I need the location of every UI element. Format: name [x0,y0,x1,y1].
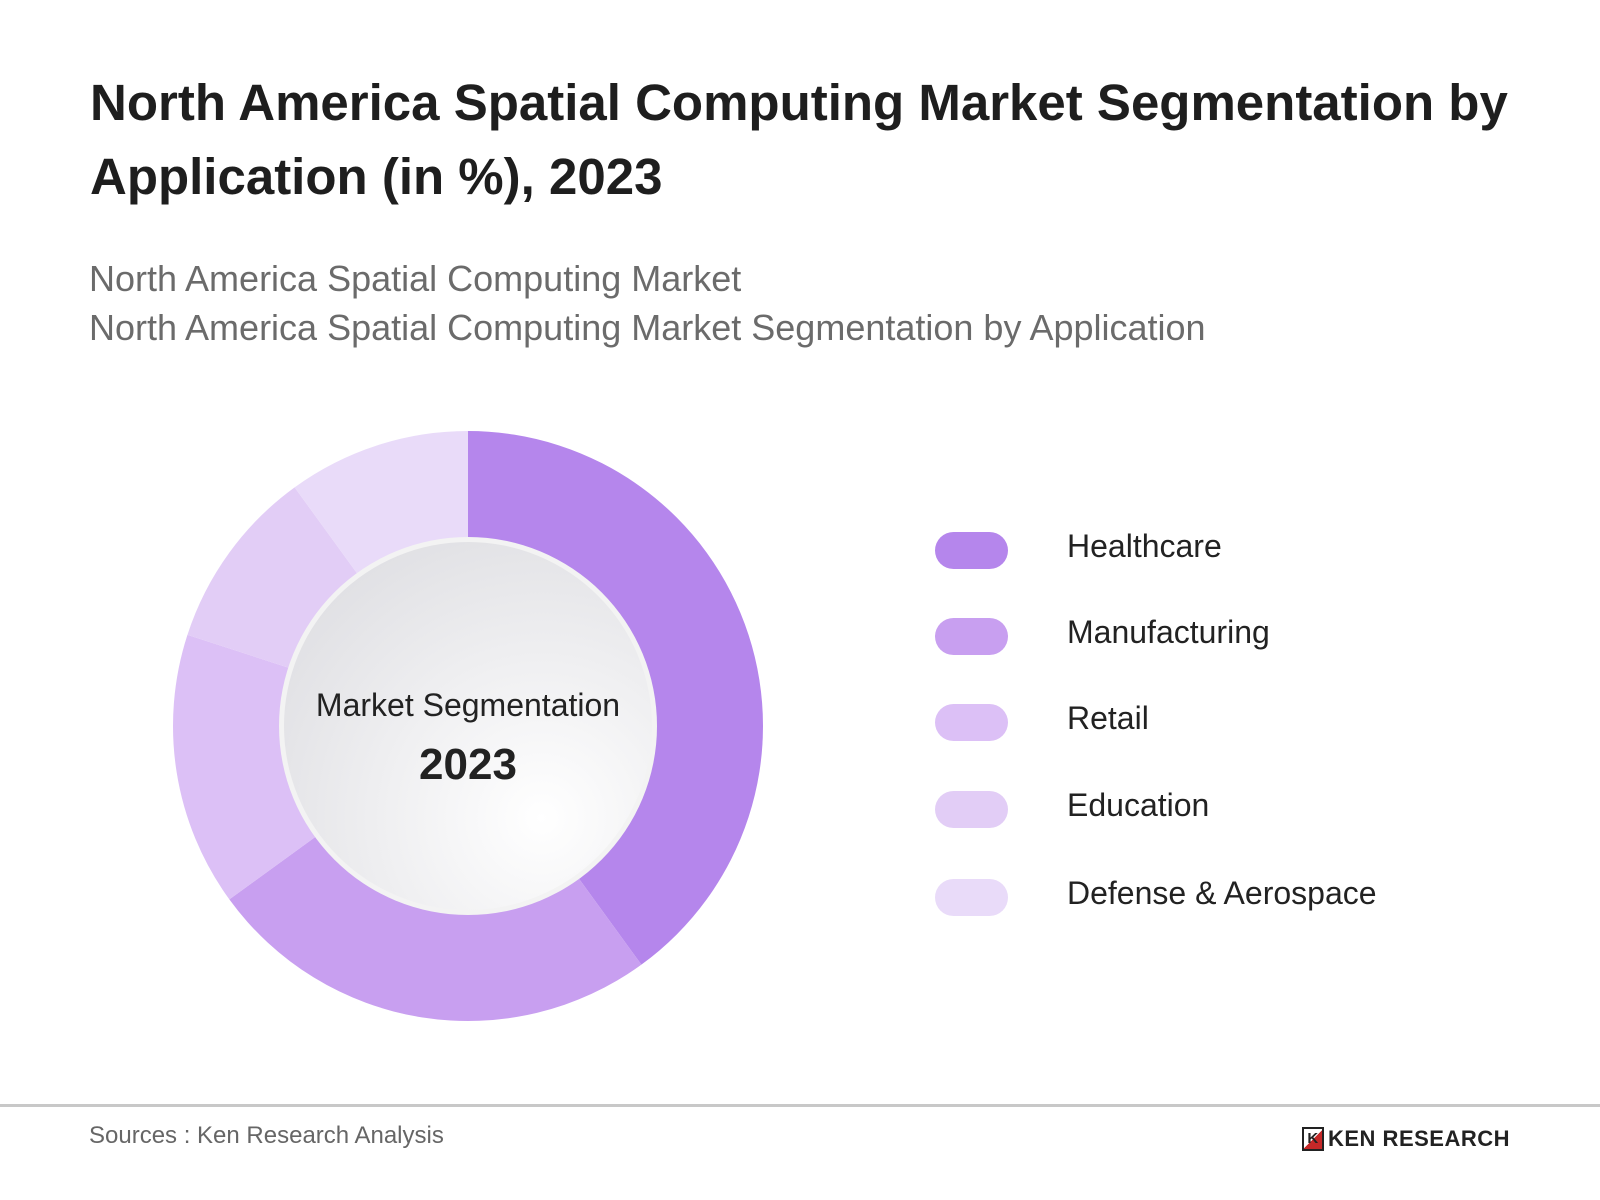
footer-divider [0,1104,1600,1107]
slice-education [187,487,360,669]
legend-swatch [935,791,1008,828]
legend-label: Defense & Aerospace [1067,875,1377,911]
subtitle-market: North America Spatial Computing Market [89,258,742,299]
ken-research-logo: K KEN RESEARCH [1302,1126,1510,1152]
slice-healthcare [468,431,764,965]
subtitle-segmentation: North America Spatial Computing Market S… [89,307,1206,348]
center-year: 2023 [419,740,517,789]
chart-title: North America Spatial Computing Market S… [90,74,1508,205]
legend-swatch [935,704,1008,741]
logo-k-icon: K [1302,1127,1324,1151]
legend-label: Education [1067,787,1210,823]
legend-swatch [935,532,1008,569]
legend-label: Manufacturing [1067,614,1270,650]
donut-hole [284,542,652,910]
legend-swatch [935,879,1008,916]
legend-label: Retail [1067,700,1149,736]
slice-manufacturing [229,834,642,1021]
legend-swatch [935,618,1008,655]
source-note: Sources : Ken Research Analysis [89,1122,444,1149]
legend-label: Healthcare [1067,528,1222,564]
slice-defense-aerospace [294,431,468,577]
logo-text: KEN RESEARCH [1328,1126,1511,1151]
center-label: Market Segmentation [315,687,621,723]
